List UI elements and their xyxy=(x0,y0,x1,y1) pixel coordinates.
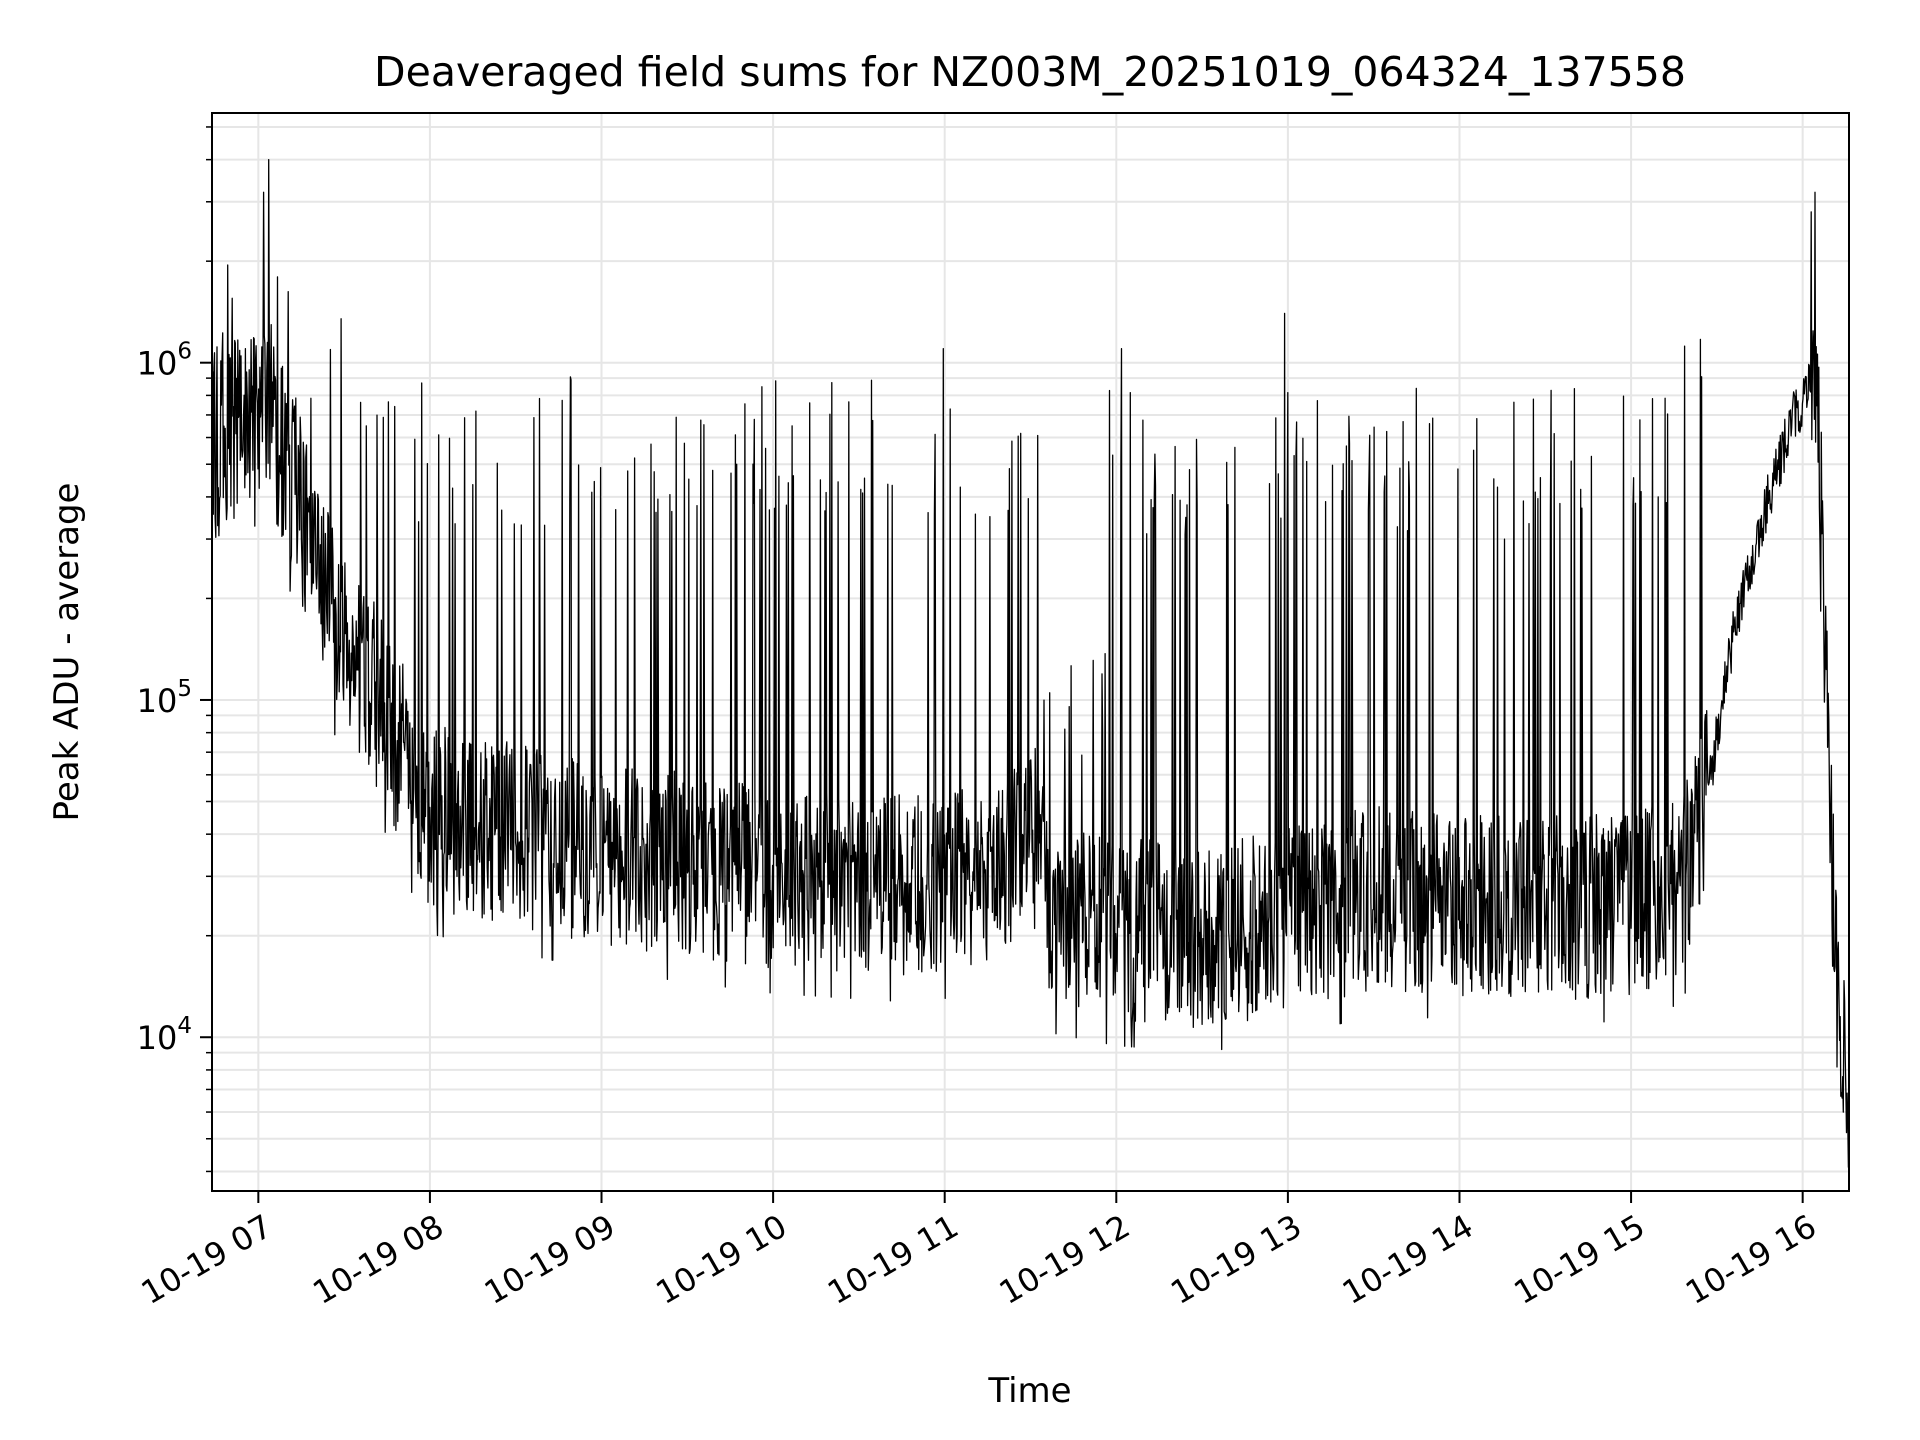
y-tick-label-base: 10 xyxy=(137,682,178,720)
y-tick-label-base: 10 xyxy=(137,1019,178,1057)
y-tick-label-exponent: 5 xyxy=(177,676,192,702)
y-tick-label-base: 10 xyxy=(137,345,178,383)
y-tick-label: 105 xyxy=(137,676,192,720)
y-tick-label-exponent: 6 xyxy=(177,339,192,365)
data-layer xyxy=(211,158,1850,1168)
series-line-field-sum xyxy=(211,158,1850,1168)
x-axis-label: Time xyxy=(987,1371,1071,1411)
chart-title: Deaveraged field sums for NZ003M_2025101… xyxy=(374,48,1686,96)
y-tick-label-exponent: 4 xyxy=(177,1013,192,1039)
y-axis-label: Peak ADU - average xyxy=(47,483,87,822)
plot-frame xyxy=(211,112,1850,1192)
y-tick-label: 106 xyxy=(137,339,192,383)
y-tick-label: 104 xyxy=(137,1013,192,1057)
